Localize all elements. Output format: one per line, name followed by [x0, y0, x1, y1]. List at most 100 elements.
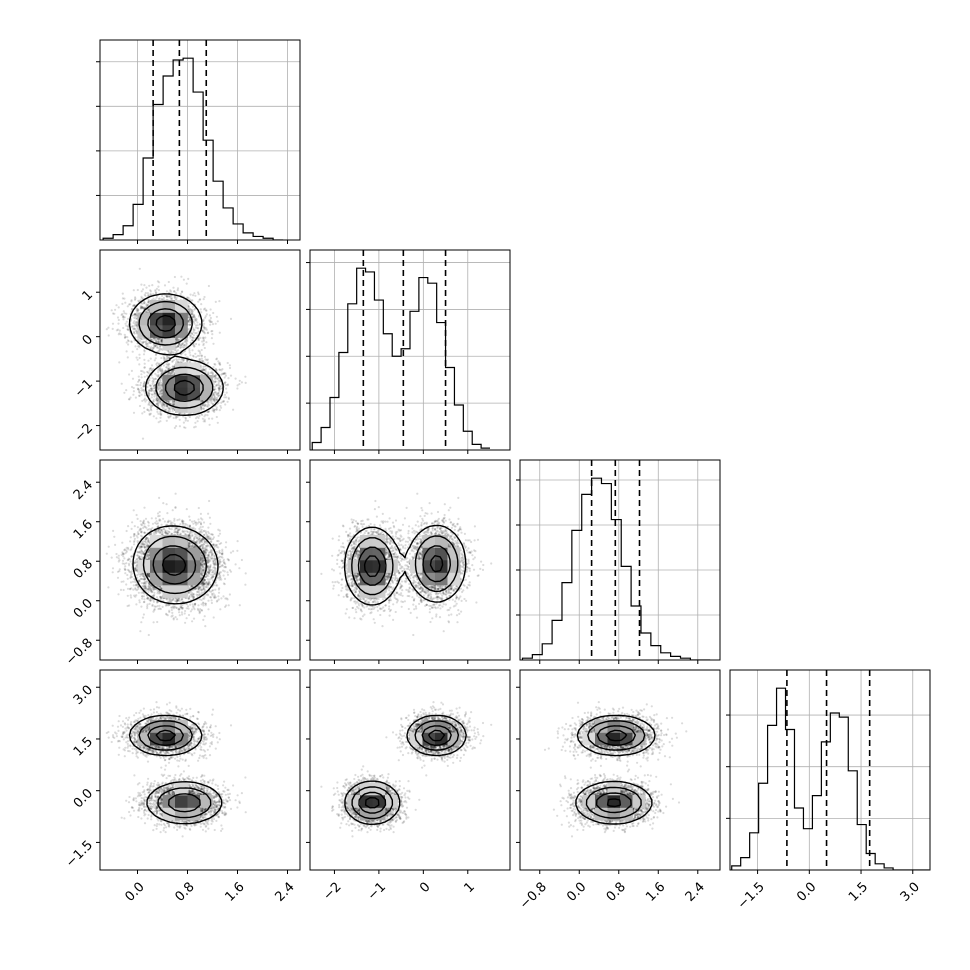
sample-point: [188, 307, 191, 310]
sample-point: [218, 380, 222, 383]
sample-point: [244, 381, 247, 384]
sample-point: [172, 400, 175, 403]
sample-point: [167, 356, 171, 359]
sample-point: [165, 363, 168, 366]
sample-point: [171, 359, 174, 363]
sample-point: [149, 290, 152, 293]
sample-point: [128, 398, 131, 401]
sample-point: [174, 297, 177, 300]
sample-point: [157, 341, 160, 344]
sample-point: [217, 388, 221, 392]
sample-point: [197, 327, 200, 330]
sample-point: [166, 404, 169, 407]
sample-point: [136, 387, 139, 390]
sample-point: [147, 342, 150, 345]
sample-point: [209, 320, 212, 324]
sample-point: [172, 416, 175, 420]
sample-point: [160, 412, 163, 416]
sample-point: [165, 295, 169, 298]
sample-point: [157, 421, 160, 424]
sample-point: [189, 341, 192, 344]
sample-point: [187, 316, 190, 319]
sample-point: [161, 369, 164, 372]
sample-point: [176, 287, 180, 290]
sample-point: [118, 361, 121, 364]
panel-frame: [309, 249, 511, 451]
sample-point: [202, 342, 205, 345]
sample-point: [159, 385, 162, 388]
sample-point: [148, 367, 151, 370]
sample-point: [218, 388, 221, 391]
sample-point: [202, 330, 205, 334]
sample-point: [159, 367, 162, 370]
sample-point: [204, 403, 207, 406]
sample-point: [173, 295, 176, 298]
sample-point: [209, 323, 212, 326]
scatter-panel-p0-p1: [96, 249, 301, 454]
sample-point: [131, 307, 134, 310]
sample-point: [220, 369, 223, 372]
sample-point: [140, 369, 143, 373]
sample-point: [155, 403, 158, 406]
sample-point: [139, 304, 142, 308]
sample-point: [212, 393, 215, 396]
sample-point: [186, 360, 189, 363]
sample-point: [169, 372, 172, 376]
sample-point: [224, 381, 227, 384]
sample-point: [159, 348, 162, 351]
sample-point: [210, 320, 213, 324]
sample-point: [205, 359, 208, 362]
sample-point: [191, 310, 194, 313]
sample-point: [213, 380, 216, 383]
sample-point: [148, 379, 151, 382]
sample-point: [121, 297, 124, 300]
sample-point: [161, 406, 164, 409]
sample-point: [215, 393, 218, 396]
sample-point: [165, 366, 168, 369]
sample-point: [160, 395, 163, 398]
sample-point: [124, 335, 127, 338]
sample-point: [166, 363, 169, 367]
sample-point: [202, 339, 205, 342]
sample-point: [224, 403, 227, 406]
sample-point: [177, 342, 180, 345]
sample-point: [151, 284, 154, 287]
sample-point: [159, 368, 162, 371]
sample-point: [202, 298, 205, 301]
sample-point: [148, 390, 151, 393]
sample-point: [146, 382, 149, 385]
sample-point: [158, 297, 161, 300]
sample-point: [135, 320, 138, 324]
sample-point: [168, 371, 171, 374]
sample-point: [170, 371, 173, 374]
sample-point: [135, 307, 138, 310]
sample-point: [138, 378, 141, 381]
sample-point: [200, 400, 203, 403]
sample-point: [177, 349, 180, 352]
sample-point: [133, 328, 136, 331]
sample-point: [123, 316, 126, 319]
sample-point: [122, 314, 125, 318]
sample-point: [138, 363, 141, 366]
sample-point: [158, 381, 161, 384]
sample-point: [170, 372, 173, 375]
sample-point: [210, 337, 213, 340]
sample-point: [210, 370, 213, 373]
sample-point: [155, 337, 158, 340]
sample-point: [202, 308, 206, 311]
sample-point: [167, 295, 170, 298]
sample-point: [162, 354, 165, 357]
sample-point: [125, 389, 128, 392]
sample-point: [194, 317, 197, 320]
sample-point: [146, 308, 149, 311]
sample-point: [214, 374, 217, 377]
sample-point: [201, 359, 204, 362]
sample-point: [193, 314, 196, 317]
sample-point: [197, 349, 200, 352]
sample-point: [204, 358, 207, 361]
sample-point: [134, 396, 137, 399]
sample-point: [122, 316, 125, 319]
sample-point: [160, 297, 163, 301]
sample-point: [213, 395, 216, 398]
